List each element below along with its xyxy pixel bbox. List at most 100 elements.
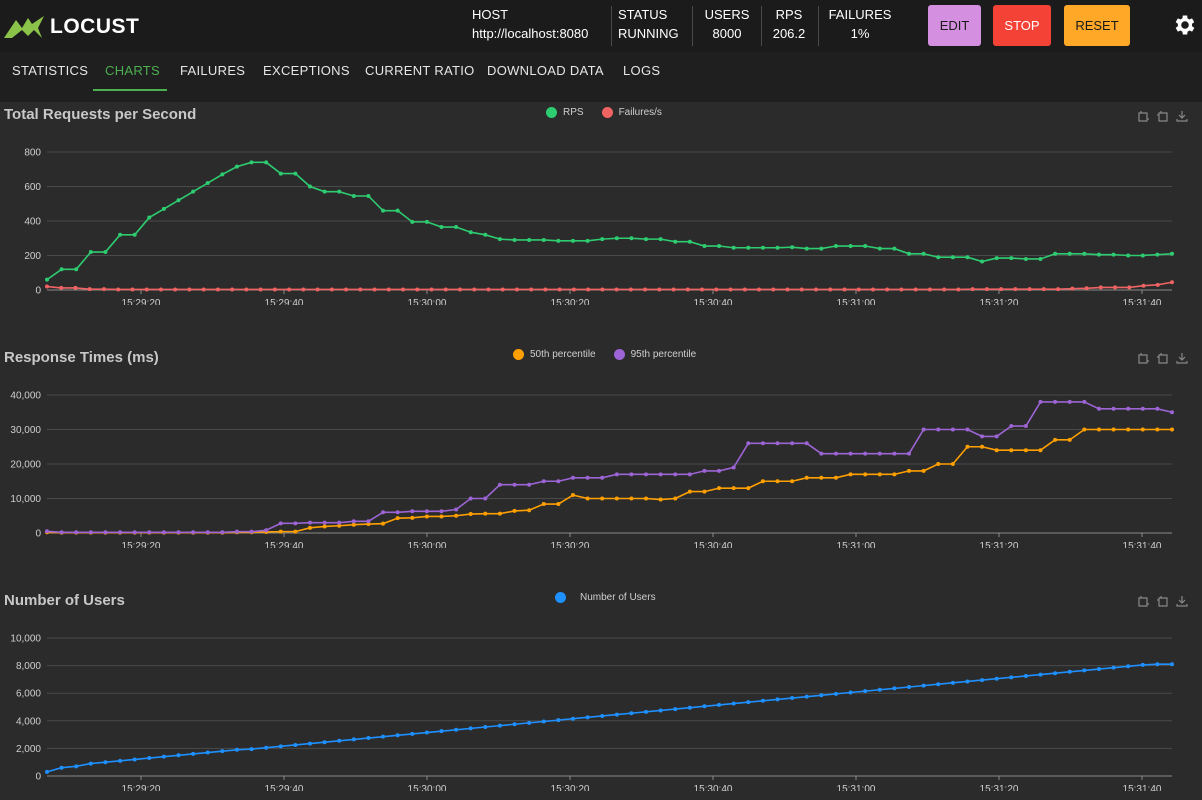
data-point-50th-percentile[interactable] xyxy=(673,496,678,501)
data-point-50th-percentile[interactable] xyxy=(936,462,941,466)
data-point-number-of-users[interactable] xyxy=(512,722,517,727)
data-point-rps[interactable] xyxy=(585,238,590,243)
data-point-failures-s[interactable] xyxy=(1155,282,1160,287)
data-point-95th-percentile[interactable] xyxy=(1067,399,1072,404)
data-point-50th-percentile[interactable] xyxy=(1038,448,1043,453)
data-point-95th-percentile[interactable] xyxy=(395,510,400,515)
data-point-number-of-users[interactable] xyxy=(307,741,312,746)
data-point-rps[interactable] xyxy=(1126,253,1131,258)
data-point-50th-percentile[interactable] xyxy=(614,496,619,501)
data-point-50th-percentile[interactable] xyxy=(863,472,868,477)
data-point-failures-s[interactable] xyxy=(45,284,49,289)
data-point-rps[interactable] xyxy=(497,237,502,242)
data-point-failures-s[interactable] xyxy=(386,287,391,292)
data-point-number-of-users[interactable] xyxy=(629,711,634,716)
download-icon[interactable] xyxy=(1175,109,1189,123)
tab-exceptions[interactable]: EXCEPTIONS xyxy=(263,63,350,78)
data-point-rps[interactable] xyxy=(1067,251,1072,256)
data-point-rps[interactable] xyxy=(322,189,327,194)
data-point-95th-percentile[interactable] xyxy=(644,472,649,477)
data-point-number-of-users[interactable] xyxy=(1023,673,1028,678)
data-point-number-of-users[interactable] xyxy=(965,679,970,684)
data-point-failures-s[interactable] xyxy=(771,287,776,292)
data-point-number-of-users[interactable] xyxy=(483,725,488,730)
data-point-number-of-users[interactable] xyxy=(746,700,751,705)
stop-button[interactable]: STOP xyxy=(993,5,1051,46)
data-point-failures-s[interactable] xyxy=(956,287,961,292)
data-point-failures-s[interactable] xyxy=(130,287,135,292)
data-point-failures-s[interactable] xyxy=(101,287,106,292)
data-point-95th-percentile[interactable] xyxy=(249,529,254,534)
data-point-95th-percentile[interactable] xyxy=(1053,399,1058,404)
data-point-number-of-users[interactable] xyxy=(234,747,239,752)
data-point-rps[interactable] xyxy=(1096,252,1101,257)
data-point-50th-percentile[interactable] xyxy=(790,479,795,484)
data-point-failures-s[interactable] xyxy=(999,287,1004,292)
data-point-rps[interactable] xyxy=(191,189,196,194)
data-point-95th-percentile[interactable] xyxy=(702,468,707,473)
data-point-rps[interactable] xyxy=(381,208,386,213)
data-point-failures-s[interactable] xyxy=(657,287,662,292)
settings-gear-icon[interactable] xyxy=(1172,12,1198,38)
data-point-95th-percentile[interactable] xyxy=(220,530,225,535)
data-point-failures-s[interactable] xyxy=(927,287,932,292)
legend-dot-users[interactable] xyxy=(555,592,566,603)
data-point-rps[interactable] xyxy=(921,251,926,256)
data-point-failures-s[interactable] xyxy=(1141,283,1146,288)
data-point-number-of-users[interactable] xyxy=(541,719,546,724)
tab-logs[interactable]: LOGS xyxy=(623,63,661,78)
data-point-rps[interactable] xyxy=(658,237,663,242)
data-point-rps[interactable] xyxy=(249,160,254,165)
data-point-number-of-users[interactable] xyxy=(220,749,225,754)
data-point-95th-percentile[interactable] xyxy=(950,427,955,432)
data-point-rps[interactable] xyxy=(1082,251,1087,256)
data-point-rps[interactable] xyxy=(775,245,780,250)
data-point-failures-s[interactable] xyxy=(899,287,904,292)
tab-statistics[interactable]: STATISTICS xyxy=(12,63,89,78)
legend-dot-p95[interactable] xyxy=(613,349,625,360)
data-point-failures-s[interactable] xyxy=(600,287,605,292)
data-point-rps[interactable] xyxy=(366,193,371,198)
data-point-rps[interactable] xyxy=(468,230,473,235)
data-point-95th-percentile[interactable] xyxy=(760,441,765,446)
data-point-failures-s[interactable] xyxy=(842,287,847,292)
tab-current-ratio[interactable]: CURRENT RATIO xyxy=(365,63,475,78)
data-point-number-of-users[interactable] xyxy=(1155,662,1160,667)
data-point-50th-percentile[interactable] xyxy=(702,489,707,494)
data-point-50th-percentile[interactable] xyxy=(293,529,298,534)
data-point-number-of-users[interactable] xyxy=(205,750,210,755)
data-point-95th-percentile[interactable] xyxy=(907,451,912,456)
response-times-chart[interactable]: 0 10,000 20,000 30,000 40,000 15:29:20 15:29:4… xyxy=(0,383,1202,548)
data-point-rps[interactable] xyxy=(1155,252,1160,257)
data-point-number-of-users[interactable] xyxy=(88,761,93,766)
data-point-95th-percentile[interactable] xyxy=(147,530,152,535)
data-point-95th-percentile[interactable] xyxy=(161,530,166,535)
data-point-50th-percentile[interactable] xyxy=(527,508,532,513)
data-point-number-of-users[interactable] xyxy=(468,726,473,731)
data-point-rps[interactable] xyxy=(234,164,239,169)
data-point-50th-percentile[interactable] xyxy=(1140,427,1145,432)
data-point-number-of-users[interactable] xyxy=(293,742,298,747)
zoom-icon[interactable] xyxy=(1137,109,1151,123)
data-point-rps[interactable] xyxy=(1009,256,1014,261)
data-point-95th-percentile[interactable] xyxy=(205,530,210,535)
data-point-rps[interactable] xyxy=(147,215,152,220)
data-point-failures-s[interactable] xyxy=(401,287,406,292)
zoom-icon[interactable] xyxy=(1137,351,1151,365)
data-point-number-of-users[interactable] xyxy=(585,715,590,720)
data-point-50th-percentile[interactable] xyxy=(278,529,283,534)
data-point-failures-s[interactable] xyxy=(1170,280,1174,285)
rps-chart[interactable]: 0 200 400 600 800 15:29:20 15:29:40 15:30:00 15:… xyxy=(0,140,1202,305)
data-point-50th-percentile[interactable] xyxy=(366,522,371,527)
data-point-95th-percentile[interactable] xyxy=(468,496,473,501)
zoom-reset-icon[interactable] xyxy=(1156,351,1170,365)
data-point-failures-s[interactable] xyxy=(1056,287,1061,292)
data-point-rps[interactable] xyxy=(980,259,985,264)
data-point-failures-s[interactable] xyxy=(856,287,861,292)
data-point-95th-percentile[interactable] xyxy=(600,475,605,480)
data-point-50th-percentile[interactable] xyxy=(600,496,605,501)
data-point-95th-percentile[interactable] xyxy=(118,530,123,535)
data-point-50th-percentile[interactable] xyxy=(965,444,970,449)
data-point-rps[interactable] xyxy=(395,208,400,213)
data-point-95th-percentile[interactable] xyxy=(731,465,736,470)
